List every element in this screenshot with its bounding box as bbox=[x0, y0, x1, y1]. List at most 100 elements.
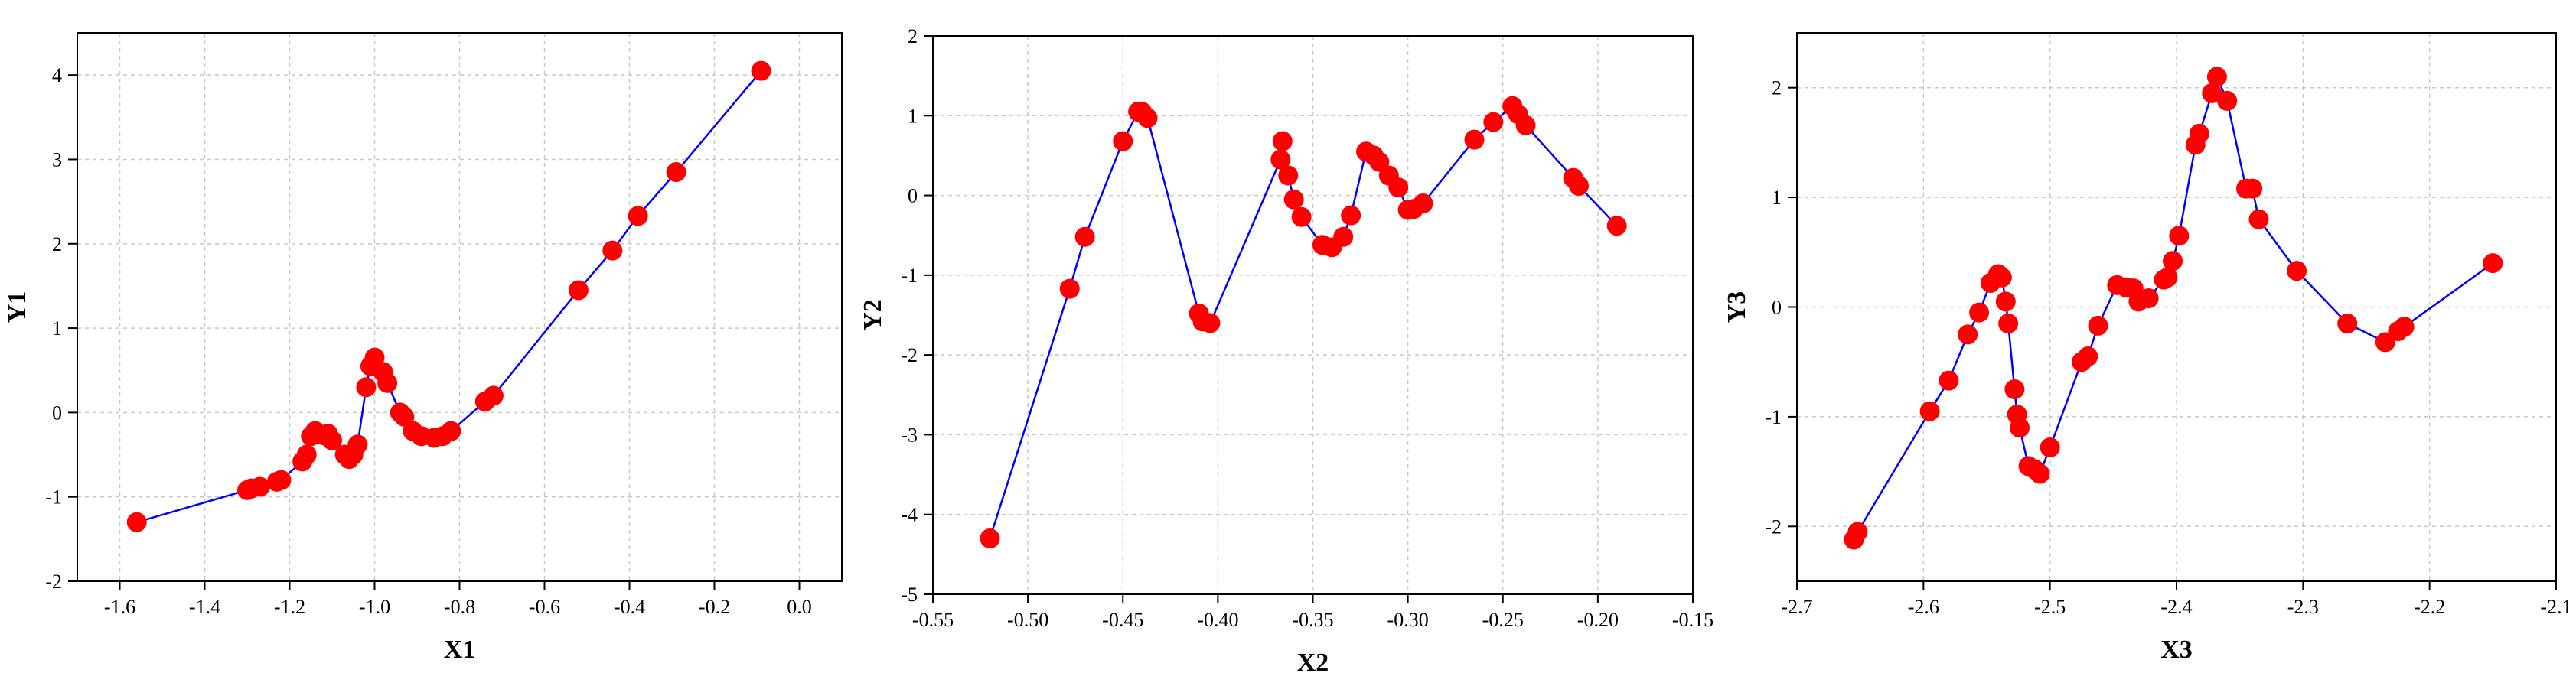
y-tick-label: -1 bbox=[901, 265, 918, 287]
data-point bbox=[1341, 205, 1361, 226]
data-point bbox=[377, 372, 398, 393]
data-point bbox=[394, 406, 415, 427]
x-tick-label: -2.4 bbox=[2160, 596, 2192, 618]
data-point bbox=[1113, 131, 1133, 151]
data-point bbox=[2287, 261, 2307, 281]
x-axis-label: X2 bbox=[1297, 649, 1329, 677]
data-point bbox=[1333, 226, 1354, 247]
y-tick-label: 2 bbox=[1772, 77, 1782, 99]
chart-panel: -2.7 -2.6 -2.5 -2.4 -2.3 -2.2 -2.1 -2 -1 0 1 2 X3 Y3 bbox=[1723, 32, 2572, 664]
data-point bbox=[441, 421, 461, 441]
x-tick-label: -0.55 bbox=[912, 609, 954, 631]
x-tick-label: -1.6 bbox=[104, 596, 135, 618]
data-point bbox=[1464, 129, 1485, 150]
data-point bbox=[1074, 226, 1095, 247]
data-point bbox=[347, 434, 368, 455]
data-point bbox=[2009, 418, 2030, 438]
x-tick-label: -2.5 bbox=[2034, 596, 2066, 618]
series-line bbox=[136, 70, 762, 523]
y-tick-label: 3 bbox=[52, 148, 62, 171]
data-point bbox=[1998, 314, 2019, 334]
y-axis-label: Y3 bbox=[1723, 291, 1751, 323]
data-point bbox=[1847, 522, 1868, 542]
x-tick-label: -0.35 bbox=[1292, 609, 1333, 631]
y-tick-label: -2 bbox=[1765, 515, 1782, 538]
data-point bbox=[483, 385, 504, 406]
y-tick-label: 2 bbox=[908, 25, 918, 47]
data-point bbox=[1059, 278, 1080, 299]
data-point bbox=[1919, 401, 1940, 421]
y-tick-label: 4 bbox=[52, 64, 62, 86]
data-point bbox=[2157, 267, 2178, 288]
y-tick-label: -5 bbox=[901, 584, 918, 606]
data-point bbox=[296, 444, 317, 465]
data-point bbox=[980, 528, 1000, 548]
x-tick-label: 0.0 bbox=[787, 596, 812, 618]
y-tick-label: -1 bbox=[45, 486, 62, 509]
y-tick-label: -1 bbox=[1765, 406, 1782, 428]
x-tick-label: -0.6 bbox=[529, 596, 560, 618]
data-point bbox=[2078, 346, 2098, 367]
data-point bbox=[1283, 189, 1304, 210]
data-point bbox=[1278, 165, 1299, 186]
x-tick-label: -2.3 bbox=[2287, 596, 2319, 618]
plot-frame bbox=[932, 35, 1694, 595]
x-tick-label: -1.0 bbox=[359, 596, 390, 618]
chart-panel: -1.6 -1.4 -1.2 -1.0 -0.8 -0.6 -0.4 -0.2 0.0 -2 -1 0… bbox=[3, 32, 843, 664]
data-point bbox=[1939, 370, 1959, 391]
data-point bbox=[1569, 176, 1590, 197]
x-tick-label: -0.4 bbox=[614, 596, 645, 618]
data-point bbox=[1606, 216, 1627, 236]
data-point bbox=[568, 280, 589, 301]
series-line bbox=[989, 104, 1618, 539]
data-point bbox=[2202, 83, 2222, 103]
data-point bbox=[751, 60, 771, 81]
data-point bbox=[2337, 314, 2358, 334]
data-point bbox=[2138, 288, 2159, 309]
y-tick-label: 1 bbox=[1772, 187, 1782, 209]
data-point bbox=[1995, 291, 2016, 312]
series-line bbox=[1853, 73, 2494, 541]
x-tick-label: -2.1 bbox=[2540, 596, 2571, 618]
data-point bbox=[1969, 302, 1990, 323]
data-point bbox=[1515, 115, 1536, 135]
data-point bbox=[1272, 131, 1293, 151]
y-axis-label: Y1 bbox=[3, 291, 31, 323]
data-point bbox=[1270, 149, 1291, 170]
data-point bbox=[1991, 267, 2012, 288]
data-point bbox=[666, 162, 686, 183]
data-point bbox=[2088, 315, 2108, 336]
data-point bbox=[2169, 226, 2190, 246]
data-point bbox=[322, 430, 342, 450]
data-point bbox=[1413, 193, 1433, 213]
x-tick-label: -0.30 bbox=[1387, 609, 1429, 631]
data-point bbox=[1291, 206, 1312, 227]
y-tick-label: 0 bbox=[908, 185, 918, 207]
data-point bbox=[2483, 253, 2503, 274]
x-tick-label: -2.2 bbox=[2414, 596, 2445, 618]
chart-panel: -0.55 -0.50 -0.45 -0.40 -0.35 -0.30 -0.25 -0.20… bbox=[859, 25, 1714, 677]
x-tick-label: -0.20 bbox=[1577, 609, 1619, 631]
data-point bbox=[2163, 251, 2183, 271]
data-point bbox=[2004, 379, 2025, 400]
data-point bbox=[356, 377, 377, 398]
data-point bbox=[1483, 112, 1504, 132]
data-point bbox=[364, 347, 385, 368]
y-tick-label: -2 bbox=[901, 344, 918, 366]
x-tick-label: -2.6 bbox=[1908, 596, 1939, 618]
data-point bbox=[2040, 437, 2060, 458]
data-point bbox=[2030, 463, 2050, 484]
data-point bbox=[1388, 177, 1409, 198]
x-tick-label: -0.15 bbox=[1672, 609, 1714, 631]
x-axis-label: X1 bbox=[444, 636, 476, 664]
data-point bbox=[628, 206, 648, 226]
x-tick-label: -0.25 bbox=[1482, 609, 1524, 631]
y-tick-label: -2 bbox=[45, 571, 62, 593]
plot-frame bbox=[1796, 32, 2557, 582]
data-point bbox=[2242, 178, 2263, 199]
y-tick-label: 2 bbox=[52, 233, 62, 255]
plot-frame bbox=[77, 32, 843, 582]
x-tick-label: -1.2 bbox=[274, 596, 305, 618]
